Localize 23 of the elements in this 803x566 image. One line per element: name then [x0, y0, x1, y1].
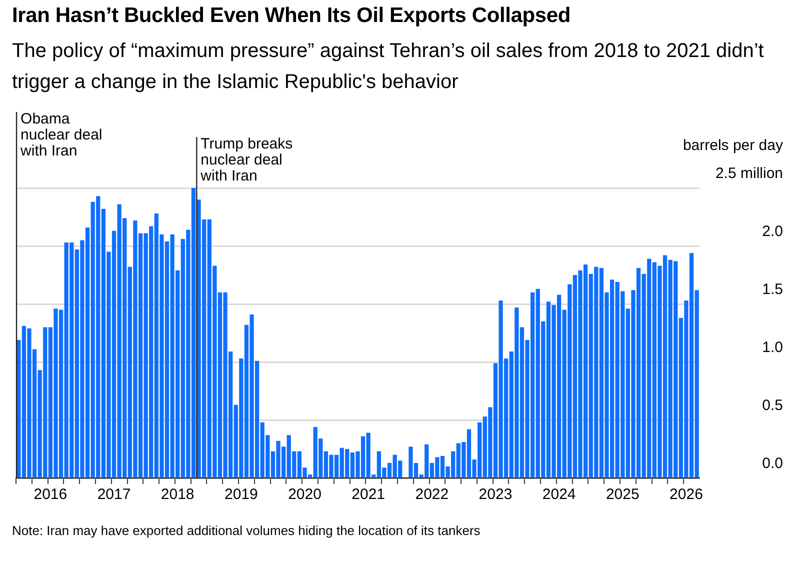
- x-tick-label: 2018: [160, 486, 194, 504]
- x-tick-label: 2022: [415, 486, 449, 504]
- x-tick-label: 2026: [670, 486, 703, 504]
- x-tick-label: 2016: [34, 486, 68, 504]
- y-tick-label: 1.5: [762, 281, 783, 298]
- text: Trump breaks nuclear deal with Iran: [200, 136, 293, 185]
- y-tick-label: 0.5: [762, 397, 783, 414]
- y-tick-label: 2.5 million: [715, 165, 783, 182]
- chart-title: Iran Hasn’t Buckled Even When Its Oil Exports Collapsed: [12, 4, 570, 28]
- x-tick-label: 2017: [97, 486, 131, 504]
- y-tick-label: 2.0: [762, 223, 783, 240]
- x-tick-label: 2020: [288, 486, 322, 504]
- x-tick-label: 2025: [606, 486, 640, 504]
- y-tick-label: 1.0: [762, 339, 783, 356]
- x-tick-label: 2023: [478, 486, 512, 504]
- x-tick-label: 2019: [224, 486, 258, 504]
- text: Obama nuclear deal with Iran: [20, 110, 102, 160]
- x-tick-label: 2021: [352, 486, 386, 504]
- text: Note: Iran may have exported additional volumes hiding the location of its tankers: [12, 522, 480, 539]
- y-axis-title: barrels per day: [682, 137, 784, 154]
- x-tick-label: 2024: [542, 486, 576, 504]
- y-tick-label: 0.0: [762, 455, 783, 472]
- chart-subtitle: The policy of “maximum pressure” against Tehran’s oil sales from 2018 to 2021 didn’t trigger a change in the Islamic Republic's behavior: [12, 39, 765, 95]
